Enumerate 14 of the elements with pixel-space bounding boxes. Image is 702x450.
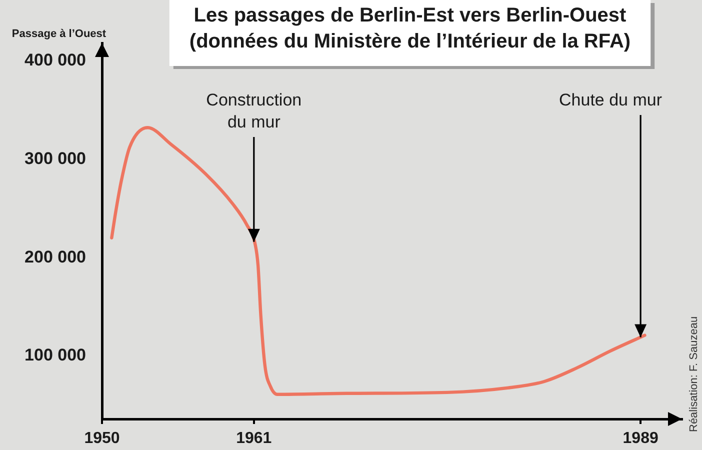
x-tick-label: 1989 [622,430,658,448]
chart-title: Les passages de Berlin-Est vers Berlin-Ouest [194,4,627,27]
annotation: Construction du mur [206,90,302,132]
annotation: Chute du mur [559,90,662,110]
y-axis-title: Passage à l’Ouest [12,28,106,40]
y-tick-label: 400 000 [24,50,86,70]
x-tick-label: 1950 [84,430,120,448]
y-tick-label: 300 000 [24,148,86,168]
y-tick-label: 100 000 [24,346,86,365]
x-tick-label: 1961 [236,430,272,448]
y-tick-label: 200 000 [24,247,86,266]
chart-subtitle: (données du Ministère de l’Intérieur de la RFA) [189,30,631,53]
line-series [110,126,646,396]
text: Réalisation: F. Sauzeau [688,316,700,432]
